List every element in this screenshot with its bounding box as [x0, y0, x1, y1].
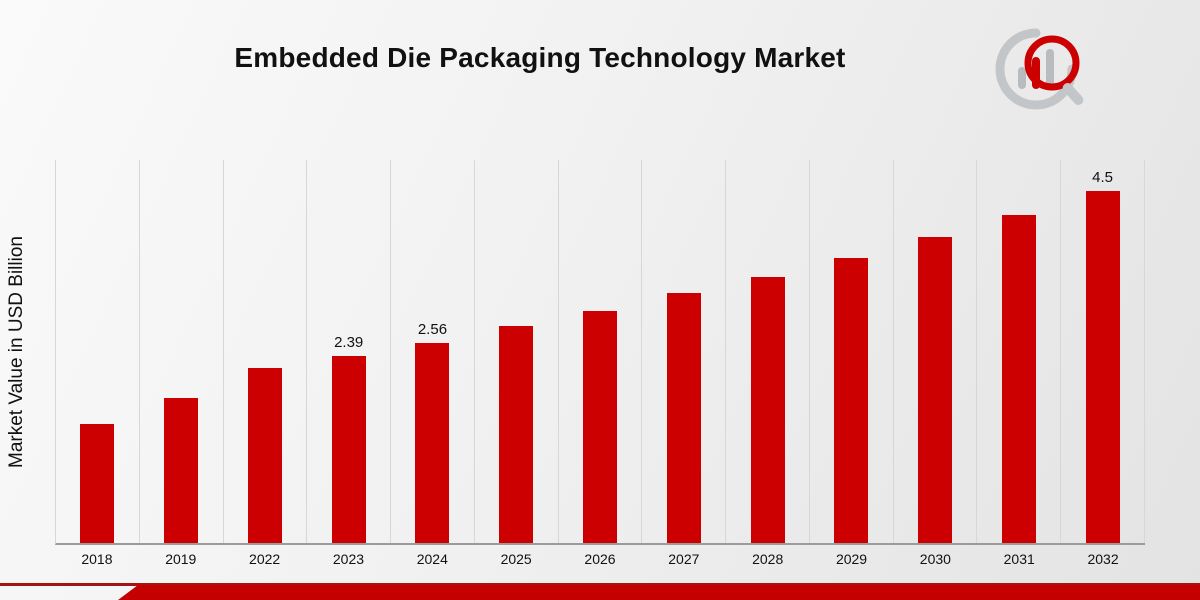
bar-2031	[1001, 215, 1036, 543]
bar-2024	[415, 343, 450, 543]
bar-2025	[499, 326, 534, 543]
x-tick-label-2018: 2018	[81, 551, 113, 567]
x-tick-label-2028: 2028	[752, 551, 784, 567]
x-tick-label-2022: 2022	[249, 551, 281, 567]
x-tick-label-2023: 2023	[332, 551, 365, 567]
x-tick-label-2025: 2025	[500, 551, 532, 567]
y-axis-label: Market Value in USD Billion	[6, 236, 27, 469]
bar-value-label: 2.56	[417, 321, 448, 338]
x-tick-label-2024: 2024	[416, 551, 448, 567]
bar-2028	[750, 277, 785, 543]
chart-column-2023: 2.39	[307, 160, 392, 543]
chart-column-2018	[56, 160, 140, 543]
chart-column-2031	[977, 160, 1062, 543]
chart-column-2032: 4.5	[1061, 160, 1145, 543]
bar-value-label: 2.39	[334, 334, 364, 351]
x-tick-label-2027: 2027	[668, 551, 700, 567]
bar-2018	[80, 424, 115, 543]
bar-2029	[834, 258, 869, 543]
footer-ribbon	[118, 585, 1200, 600]
market-research-logo-icon	[995, 28, 1084, 110]
chart-column-2029	[810, 160, 894, 543]
chart-column-2027	[642, 160, 727, 543]
chart-column-2030	[894, 160, 978, 543]
bar-2027	[666, 293, 701, 543]
bar-2022	[247, 368, 282, 543]
x-tick-label-2029: 2029	[835, 551, 868, 567]
x-tick-label-2031: 2031	[1003, 551, 1035, 567]
plot-area: 2.39 2.56 4.5	[55, 160, 1145, 545]
footer-accent-line	[0, 583, 1200, 586]
bar-2030	[918, 237, 953, 543]
x-tick-label-2032: 2032	[1087, 551, 1119, 567]
bar-2023	[331, 356, 366, 543]
chart-column-2025	[475, 160, 559, 543]
bar-2026	[582, 311, 617, 543]
x-tick-label-2026: 2026	[584, 551, 616, 567]
chart-title: Embedded Die Packaging Technology Market	[234, 42, 846, 73]
bar-2032	[1085, 191, 1120, 543]
chart-column-2026	[559, 160, 643, 543]
chart-column-2022	[224, 160, 308, 543]
chart-column-2019	[140, 160, 224, 543]
x-axis-labels: 2018 2019 2022 2023 2024 2025 2026 2027 2028 2029…	[55, 551, 1145, 567]
x-tick-label-2019: 2019	[165, 551, 197, 567]
bar-value-label: 4.5	[1092, 169, 1113, 186]
x-tick-label-2030: 2030	[919, 551, 951, 567]
chart-column-2028	[726, 160, 810, 543]
bar-2019	[164, 398, 199, 543]
chart-column-2024: 2.56	[391, 160, 475, 543]
